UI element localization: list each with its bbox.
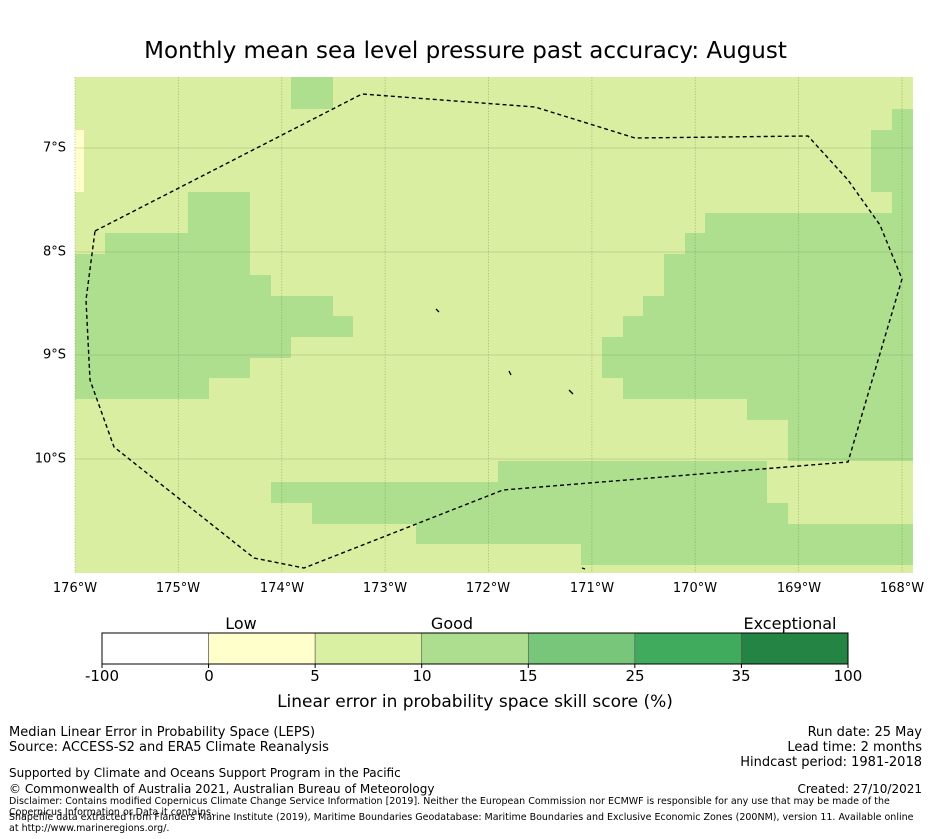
islands bbox=[435, 308, 586, 570]
colorbar-tick: -100 bbox=[84, 667, 120, 685]
colorbar-category-exceptional: Exceptional bbox=[743, 614, 837, 633]
colorbar-tick: 100 bbox=[833, 667, 863, 685]
lat-label: 9°S bbox=[42, 347, 66, 363]
colorbar-segment bbox=[527, 632, 636, 665]
footer-copyright: © Commonwealth of Australia 2021, Austra… bbox=[9, 782, 435, 796]
skill-map bbox=[74, 77, 913, 573]
colorbar-title: Linear error in probability space skill … bbox=[277, 692, 673, 712]
colorbar-border bbox=[101, 632, 849, 665]
footer-disclaimer: Disclaimer: Contains modified Copernicus… bbox=[9, 796, 890, 818]
lon-label: 168°W bbox=[879, 581, 925, 596]
colorbar-tick: 0 bbox=[204, 667, 214, 685]
lon-label: 169°W bbox=[776, 581, 822, 596]
lat-label: 10°S bbox=[34, 451, 66, 467]
colorbar-tick: 10 bbox=[412, 667, 432, 685]
lon-label: 175°W bbox=[155, 581, 201, 596]
run-date: Run date: 25 May bbox=[807, 725, 922, 740]
colorbar-category-low: Low bbox=[225, 614, 257, 633]
lon-label: 176°W bbox=[52, 581, 98, 596]
lon-label: 174°W bbox=[259, 581, 305, 596]
footer-source: Source: ACCESS-S2 and ERA5 Climate Reana… bbox=[9, 740, 329, 755]
colorbar-segment bbox=[314, 632, 423, 665]
low-skill-cell bbox=[75, 130, 84, 192]
footer-shapefile: Shapefile data extracted from Flanders M… bbox=[9, 812, 914, 834]
colorbar-tick: 5 bbox=[310, 667, 320, 685]
lead-time: Lead time: 2 months bbox=[787, 740, 922, 755]
colorbar-segment bbox=[208, 632, 316, 665]
created-date: Created: 27/10/2021 bbox=[797, 782, 922, 796]
lon-label: 171°W bbox=[569, 581, 615, 596]
good-skill-regions bbox=[75, 77, 913, 565]
colorbar-segment bbox=[421, 632, 529, 665]
page-title: Monthly mean sea level pressure past acc… bbox=[144, 38, 787, 64]
colorbar-category-good: Good bbox=[430, 614, 474, 633]
lon-label: 172°W bbox=[465, 581, 511, 596]
map-gridlines bbox=[74, 77, 913, 573]
colorbar-tick: 35 bbox=[731, 667, 751, 685]
footer-support: Supported by Climate and Oceans Support … bbox=[9, 766, 401, 780]
hindcast-period: Hindcast period: 1981-2018 bbox=[740, 755, 922, 770]
lat-label: 8°S bbox=[42, 244, 66, 260]
colorbar-segment bbox=[741, 632, 849, 665]
colorbar bbox=[101, 632, 849, 668]
lon-label: 173°W bbox=[362, 581, 408, 596]
colorbar-segment bbox=[634, 632, 742, 665]
colorbar-tick: 15 bbox=[518, 667, 538, 685]
eez-boundary bbox=[85, 93, 903, 569]
footer-method: Median Linear Error in Probability Space… bbox=[9, 725, 316, 740]
lat-label: 7°S bbox=[42, 140, 66, 156]
colorbar-segment bbox=[101, 632, 209, 665]
lon-label: 170°W bbox=[672, 581, 718, 596]
colorbar-tick: 25 bbox=[625, 667, 645, 685]
